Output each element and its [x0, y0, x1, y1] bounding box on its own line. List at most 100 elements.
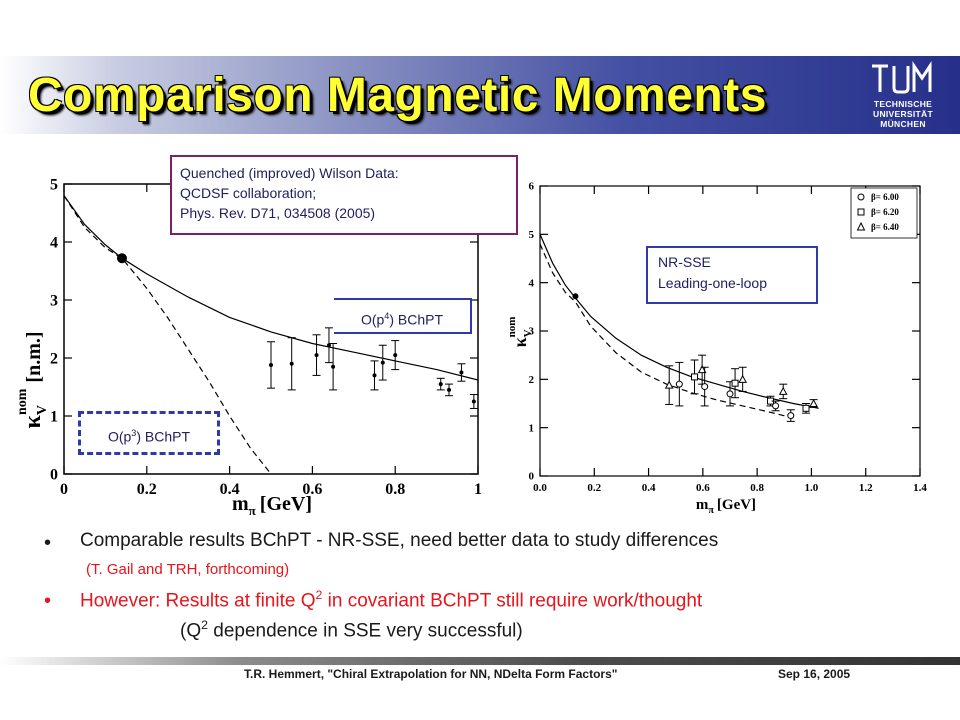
- right-plot-legend: β= 6.00 β= 6.20 β= 6.40: [850, 187, 918, 239]
- data-point: [380, 360, 385, 365]
- data-point: [269, 362, 273, 367]
- bullet-1: Comparable results BChPT - NR-SSE, need …: [80, 530, 719, 551]
- bullet-2-sub-rest: dependence in SSE very successful): [207, 620, 523, 642]
- data-point: [438, 382, 443, 387]
- op4-label-rest: ) BChPT: [389, 311, 444, 328]
- data-point: [314, 353, 319, 358]
- y-tick-label: 0: [529, 471, 535, 483]
- data-point: [393, 353, 398, 358]
- physical-point: [572, 293, 579, 300]
- x-tick-label: 0.2: [587, 482, 601, 494]
- bullet-1-sub: (T. Gail and TRH, forthcoming): [86, 561, 290, 578]
- x-tick-label: 1.2: [859, 482, 873, 494]
- legend-label: β= 6.20: [871, 207, 899, 217]
- data-point: [289, 361, 294, 366]
- bullet-2-sub: (Q2 dependence in SSE very successful): [180, 618, 523, 642]
- bullet-2-sub-exp: 2: [201, 618, 208, 632]
- op4-label-main: O(p: [360, 311, 385, 328]
- y-tick-label: 0: [50, 466, 58, 483]
- legend-marker-circle: [857, 193, 865, 201]
- data-point-circle: [701, 383, 709, 391]
- data-point-triangle: [778, 386, 788, 395]
- legend-marker-square: [857, 208, 865, 216]
- y-tick-label: 5: [50, 176, 58, 193]
- x-tick-label: 0.0: [533, 482, 547, 494]
- quenched-line-2: QCDSF collaboration;: [180, 185, 317, 201]
- data-point: [326, 343, 331, 348]
- data-point: [372, 373, 377, 378]
- data-point-triangle: [697, 365, 707, 374]
- y-tick-label: 1: [529, 422, 535, 434]
- slide-title: Comparison Magnetic Moments: [28, 69, 767, 122]
- data-point-triangle: [738, 374, 748, 383]
- quenched-data-box: Quenched (improved) Wilson Data: QCDSF c…: [170, 155, 518, 235]
- x-tick-label: 0.6: [302, 481, 322, 498]
- footer-left-text: T.R. Hemmert, "Chiral Extrapolation for …: [244, 667, 618, 681]
- y-tick-label: 4: [529, 277, 535, 289]
- left-plot-points: [116, 253, 478, 409]
- left-plot-ylabel: κVnom[n.m.]: [15, 331, 50, 428]
- data-point-circle: [787, 412, 795, 420]
- solid-curve: [540, 234, 819, 409]
- y-tick-label: 1: [50, 408, 58, 425]
- y-tick-label: 2: [529, 374, 535, 386]
- bullet-2: However: Results at finite Q2 in covaria…: [80, 588, 702, 612]
- right-plot-xlabel: mπ [GeV]: [696, 497, 756, 516]
- data-point-triangle: [809, 398, 818, 407]
- svg-text:κVnom[n.m.]: κVnom[n.m.]: [15, 331, 50, 428]
- data-point: [331, 364, 336, 369]
- nrsse-line-2: Leading-one-loop: [658, 275, 767, 291]
- bullet-2-rest: in covariant BChPT still require work/th…: [322, 590, 703, 612]
- quenched-line-1: Quenched (improved) Wilson Data:: [180, 165, 399, 181]
- data-point: [459, 370, 464, 375]
- x-tick-label: 0.2: [137, 481, 157, 498]
- logo-line-3: MÜNCHEN: [880, 119, 926, 129]
- x-tick-label: 1.4: [913, 482, 927, 494]
- op3-label-rest: ) BChPT: [136, 428, 191, 445]
- data-point-circle: [675, 380, 683, 388]
- tum-logo-icon: [872, 61, 932, 94]
- legend-label: β= 6.00: [871, 192, 899, 202]
- right-plot-curves: [540, 234, 819, 419]
- data-point-square: [731, 379, 739, 387]
- nrsse-box: NR-SSE Leading-one-loop: [646, 246, 818, 304]
- y-tick-label: 3: [50, 292, 58, 309]
- data-point-square: [802, 404, 810, 412]
- physical-point: [116, 253, 127, 264]
- y-tick-label: 4: [50, 234, 58, 251]
- data-point-triangle: [664, 380, 674, 389]
- footer-date: Sep 16, 2005: [778, 667, 851, 681]
- x-tick-label: 0: [60, 481, 68, 498]
- svg-text:κVnom: κVnom: [506, 317, 534, 348]
- logo-line-1: TECHNISCHE: [873, 99, 933, 109]
- bullet-dot-1: •: [44, 532, 52, 554]
- dashed-curve: [64, 195, 272, 474]
- data-point: [447, 387, 452, 392]
- x-tick-label: 0.4: [220, 481, 240, 498]
- bullet-2-main: However: Results at finite Q: [80, 590, 316, 612]
- data-point: [471, 399, 476, 404]
- y-tick-label: 5: [529, 229, 535, 241]
- footer-divider: [0, 657, 960, 665]
- right-plot-ticks: 0.0 0.2 0.4 0.6 0.8 1.0 1.2 1.4 0 1 2 3 4 5 6: [529, 181, 928, 494]
- op3-label-box: O(p3) BChPT: [78, 411, 220, 455]
- quenched-line-3: Phys. Rev. D71, 034508 (2005): [180, 205, 376, 221]
- y-tick-label: 3: [529, 326, 535, 338]
- op3-label-main: O(p: [107, 428, 132, 445]
- op4-label-exp: 4: [384, 311, 390, 321]
- op3-label-exp: 3: [131, 428, 137, 438]
- bullet-2-exp: 2: [315, 588, 323, 602]
- x-tick-label: 0.6: [696, 482, 710, 494]
- x-tick-label: 1.0: [805, 482, 819, 494]
- right-plot-ylabel: κVnom: [506, 317, 534, 348]
- nrsse-line-1: NR-SSE: [658, 254, 711, 270]
- title-bar: [0, 56, 960, 134]
- bullet-dot-2: •: [44, 590, 52, 612]
- y-tick-label: 6: [529, 181, 535, 193]
- x-tick-label: 0.8: [385, 481, 405, 498]
- left-plot-xlabel: mπ [GeV]: [232, 493, 312, 518]
- logo-line-2: UNIVERSITÄT: [873, 109, 933, 119]
- op4-label-box: O(p4) BChPT: [334, 298, 472, 334]
- dashed-curve: [540, 243, 794, 419]
- x-tick-label: 1: [474, 481, 482, 498]
